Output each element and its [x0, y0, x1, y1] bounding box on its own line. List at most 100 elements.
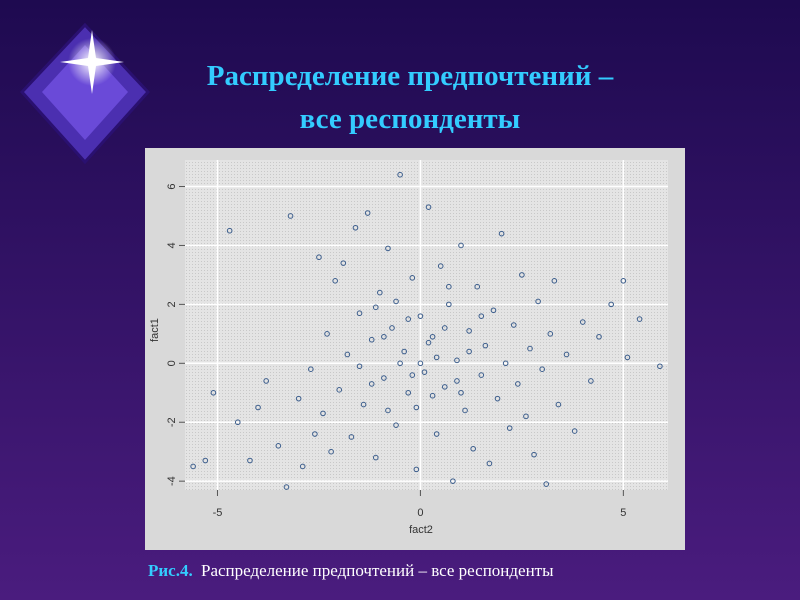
point [360, 401, 367, 408]
x-tick-label: -5 [213, 507, 223, 519]
point [401, 348, 407, 355]
point [519, 272, 525, 278]
point [437, 263, 444, 269]
logo [19, 22, 151, 165]
y-tick-label: 4 [166, 242, 178, 248]
point [506, 425, 513, 431]
y-tick-label: -4 [166, 476, 178, 486]
point [470, 445, 476, 452]
y-tick-label: -2 [166, 417, 178, 427]
point [368, 381, 375, 387]
point [409, 275, 416, 281]
point [255, 404, 261, 411]
point [316, 254, 322, 261]
point [368, 336, 375, 343]
point [405, 389, 412, 396]
point [332, 278, 338, 284]
point [539, 366, 545, 372]
point [299, 463, 306, 470]
point [462, 407, 468, 414]
x-axis-label: fact2 [409, 524, 433, 536]
point [596, 333, 602, 340]
point [433, 354, 440, 361]
point [466, 328, 472, 334]
point [372, 454, 379, 461]
title-line: Распределение предпочтений – [207, 60, 614, 92]
point [336, 387, 343, 393]
point [247, 457, 253, 464]
point [429, 333, 436, 340]
point [312, 431, 318, 437]
point [531, 451, 537, 458]
point [385, 407, 391, 414]
point [320, 410, 326, 417]
point [446, 283, 452, 290]
point [385, 245, 391, 252]
point [458, 389, 464, 396]
x-tick-label: 0 [417, 507, 423, 519]
point [287, 213, 294, 219]
point [417, 313, 424, 319]
point [523, 413, 529, 420]
point [608, 301, 614, 308]
point [421, 369, 428, 375]
point [446, 301, 452, 308]
point [620, 278, 627, 284]
point [308, 366, 314, 372]
point [486, 460, 493, 467]
caption-label: Рис.4. [148, 561, 193, 580]
caption: Рис.4. Распределение предпочтений – все … [148, 561, 554, 580]
point [263, 378, 269, 384]
point [393, 298, 399, 305]
point [328, 448, 334, 455]
point [466, 348, 472, 355]
point [275, 443, 282, 449]
point [344, 351, 351, 358]
y-tick-label: 0 [166, 360, 178, 366]
point [551, 278, 558, 284]
point [482, 342, 489, 349]
point [397, 171, 403, 178]
point [356, 363, 363, 370]
point [450, 478, 456, 484]
point [527, 345, 533, 352]
point [433, 431, 440, 437]
point [588, 378, 594, 384]
point [377, 289, 383, 296]
point [429, 392, 436, 399]
point [409, 372, 416, 378]
caption-text: Распределение предпочтений – все респонд… [201, 561, 554, 580]
y-tick-label: 6 [166, 183, 178, 189]
point [210, 389, 217, 396]
point [498, 230, 505, 237]
point [510, 322, 517, 328]
point [478, 372, 485, 378]
point [397, 360, 403, 367]
point [563, 351, 570, 358]
y-axis-label: fact1 [149, 318, 161, 342]
point [340, 260, 347, 266]
point [543, 481, 550, 487]
point [413, 466, 420, 473]
point [624, 354, 631, 361]
point [441, 325, 448, 331]
point [478, 313, 485, 319]
point [283, 484, 290, 490]
point [202, 457, 209, 464]
point [441, 384, 448, 390]
point [555, 401, 562, 408]
point [393, 422, 399, 428]
point [490, 307, 497, 314]
plot-area [185, 160, 668, 490]
point [657, 363, 663, 370]
point [356, 310, 363, 317]
point [234, 419, 241, 426]
point [425, 204, 432, 210]
point [535, 298, 541, 305]
point [502, 360, 509, 367]
point [494, 395, 501, 402]
title-line: все респонденты [300, 103, 521, 135]
point [226, 227, 233, 234]
